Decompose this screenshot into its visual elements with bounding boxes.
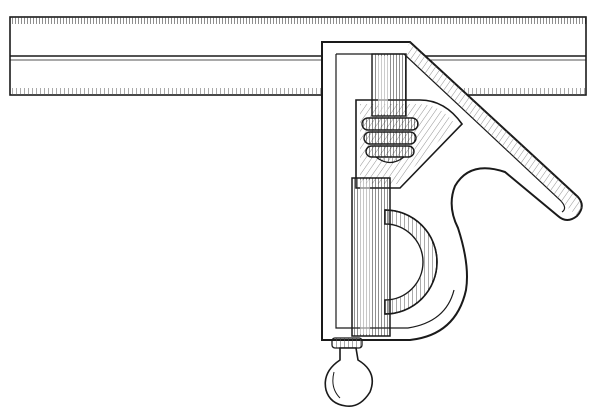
miter-arm-shading [404,42,582,216]
rule-top-edge [10,17,586,24]
scriber-knob [324,337,374,408]
scriber-tube [351,177,391,337]
locking-rod [371,53,407,117]
steel-rule [9,16,587,96]
rule-bottom-edge [10,88,586,95]
square-head [321,41,583,408]
knurled-nut [361,117,419,164]
